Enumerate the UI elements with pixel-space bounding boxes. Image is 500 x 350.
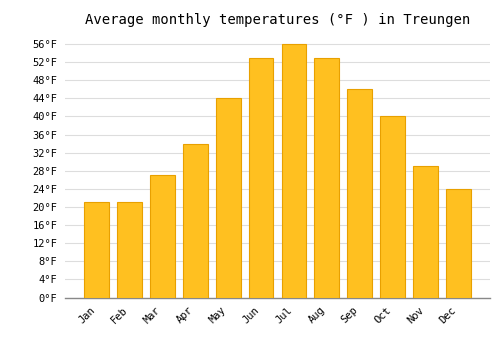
Bar bbox=[117, 202, 142, 298]
Bar bbox=[216, 98, 240, 298]
Bar bbox=[248, 58, 274, 298]
Bar bbox=[380, 117, 405, 298]
Title: Average monthly temperatures (°F ) in Treungen: Average monthly temperatures (°F ) in Tr… bbox=[85, 13, 470, 27]
Bar bbox=[348, 89, 372, 298]
Bar bbox=[282, 44, 306, 298]
Bar bbox=[314, 58, 339, 298]
Bar bbox=[150, 175, 174, 298]
Bar bbox=[84, 202, 109, 298]
Bar bbox=[413, 166, 438, 298]
Bar bbox=[183, 144, 208, 298]
Bar bbox=[446, 189, 470, 298]
